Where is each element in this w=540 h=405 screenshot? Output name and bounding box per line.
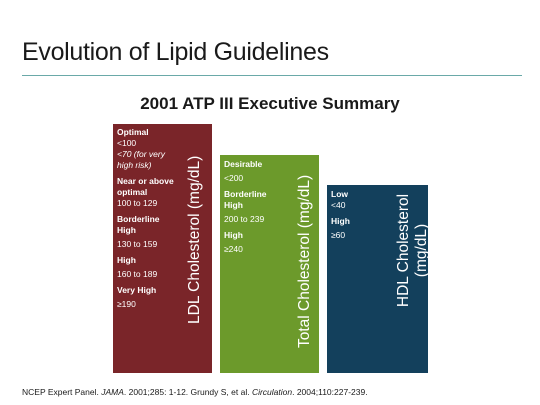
- citation-text: . 2001;285: 1-12. Grundy S, et al.: [123, 387, 252, 397]
- ldl-level-value: 130 to 159: [117, 239, 158, 249]
- hdl-level-label: Low: [331, 189, 348, 199]
- tc-level-label: Borderline High: [224, 189, 267, 210]
- journal-name: Circulation: [251, 387, 293, 397]
- hdl-level-value: ≥60: [331, 230, 346, 240]
- slide-title: Evolution of Lipid Guidelines: [22, 38, 329, 66]
- tc-level-label: Desirable: [224, 159, 263, 169]
- tc-levels: Desirable <200 Borderline High 200 to 23…: [224, 159, 284, 257]
- journal-name: JAMA: [101, 387, 124, 397]
- citation-footnote: NCEP Expert Panel. JAMA. 2001;285: 1-12.…: [22, 387, 368, 397]
- ldl-level-label: Near or above optimal: [117, 176, 174, 197]
- ldl-level-value: ≥190: [117, 299, 136, 309]
- ldl-level-value: 100 to 129: [117, 198, 158, 208]
- tc-column-label: Total Cholesterol (mg/dL): [296, 174, 313, 348]
- tc-column: Desirable <200 Borderline High 200 to 23…: [220, 155, 319, 373]
- ldl-column: Optimal <100 <70 (for very high risk) Ne…: [113, 124, 212, 373]
- citation-text: . 2004;110:227-239.: [292, 387, 368, 397]
- tc-level-value: 200 to 239: [224, 214, 265, 224]
- ldl-level-label: Borderline High: [117, 214, 160, 235]
- ldl-level-label: Very High: [117, 285, 157, 295]
- hdl-column-label: HDL Cholesterol (mg/dL): [395, 193, 430, 308]
- citation-text: NCEP Expert Panel.: [22, 387, 102, 397]
- ldl-level-label: Optimal: [117, 127, 149, 137]
- tc-level-label: High: [224, 230, 243, 240]
- hdl-level-value: <40: [331, 200, 346, 210]
- slide-subtitle: 2001 ATP III Executive Summary: [140, 94, 400, 113]
- ldl-level-label: High: [117, 255, 136, 265]
- ldl-levels: Optimal <100 <70 (for very high risk) Ne…: [117, 127, 177, 312]
- title-divider: [22, 75, 522, 76]
- tc-level-value: ≥240: [224, 244, 243, 254]
- hdl-levels: Low <40 High ≥60: [331, 189, 391, 243]
- ldl-level-value: <70 (for very high risk): [117, 149, 165, 170]
- hdl-level-label: High: [331, 216, 350, 226]
- ldl-column-label: LDL Cholesterol (mg/dL): [186, 155, 203, 324]
- tc-level-value: <200: [224, 173, 244, 183]
- hdl-column: Low <40 High ≥60 HDL Cholesterol (mg/dL): [327, 185, 430, 373]
- ldl-level-value: 160 to 189: [117, 269, 158, 279]
- ldl-level-value: <100: [117, 138, 137, 148]
